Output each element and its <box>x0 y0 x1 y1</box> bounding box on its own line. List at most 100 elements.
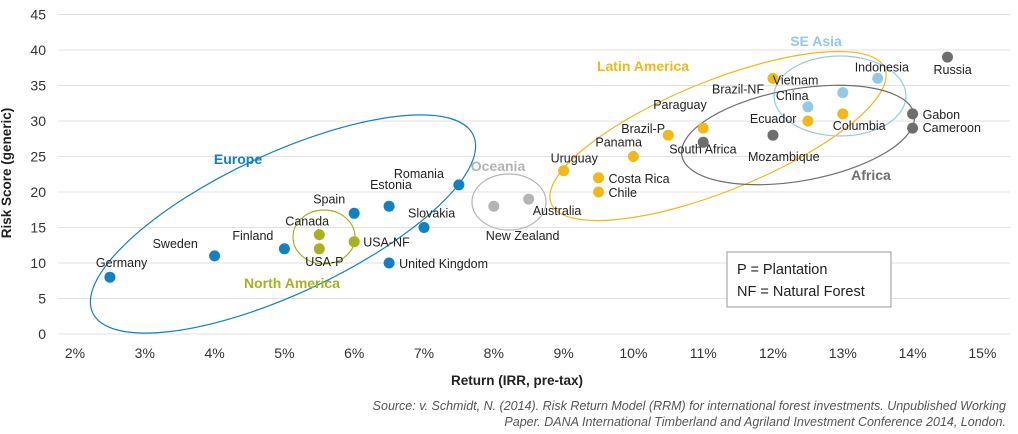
point-label: Spain <box>313 192 345 206</box>
point-australia <box>523 193 535 205</box>
x-tick-label: 9% <box>553 345 573 361</box>
point-label: USA-P <box>305 255 343 269</box>
y-tick-label: 15 <box>30 220 46 236</box>
axis-ticks: 0 5 10 15 20 25 30 35 40 45 2% 3% 4% 5% 6% 7% 8% 9% 10% 11%… <box>30 7 996 362</box>
point-chile <box>593 186 604 198</box>
y-tick-label: 0 <box>38 326 46 342</box>
gridlines <box>58 14 1010 335</box>
point-label: Russia <box>934 63 972 77</box>
point-usa-nf <box>348 236 360 248</box>
latin-america-ellipse <box>549 50 887 222</box>
x-tick-label: 8% <box>484 345 504 361</box>
group-label-se-asia: SE Asia <box>790 33 842 49</box>
group-label-north-america: North America <box>244 275 340 291</box>
point-uruguay <box>558 165 570 177</box>
legend-box: P = Plantation NF = Natural Forest <box>726 251 892 308</box>
point-label: Germany <box>96 256 148 270</box>
y-tick-label: 40 <box>30 42 46 58</box>
y-tick-label: 10 <box>30 255 46 271</box>
group-ellipses <box>89 50 916 334</box>
x-axis-title: Return (IRR, pre-tax) <box>451 373 583 388</box>
point-slovakia <box>418 222 430 233</box>
oceania-ellipse <box>471 173 547 231</box>
x-tick-label: 15% <box>968 345 996 361</box>
x-tick-label: 4% <box>204 345 224 361</box>
y-tick-label: 20 <box>30 184 46 200</box>
data-points <box>104 51 953 283</box>
se-asia-ellipse <box>773 55 907 137</box>
point-sweden <box>209 250 221 262</box>
legend-plantation: P = Plantation <box>737 262 827 278</box>
point-gabon <box>907 108 919 120</box>
point-vietnam <box>837 87 849 99</box>
point-label: Costa Rica <box>609 172 670 186</box>
point-label: Paraguay <box>653 98 707 112</box>
europe-ellipse <box>89 114 477 334</box>
y-axis-title: Risk Score (generic) <box>0 108 14 239</box>
point-label: Vietnam <box>773 74 819 88</box>
point-label: Ecuador <box>750 112 797 126</box>
x-tick-label: 2% <box>65 345 85 361</box>
group-label-europe: Europe <box>214 151 262 167</box>
point-label: Slovakia <box>408 207 455 221</box>
x-tick-label: 5% <box>274 345 294 361</box>
y-tick-label: 5 <box>38 291 46 307</box>
x-tick-label: 6% <box>344 345 364 361</box>
point-label: Uruguay <box>551 152 599 166</box>
point-label: Mozambique <box>748 150 820 164</box>
point-costa-rica <box>593 172 604 184</box>
point-new-zealand <box>488 200 500 212</box>
point-label: Sweden <box>153 237 198 251</box>
point-germany <box>104 271 116 283</box>
point-romania <box>453 179 465 191</box>
point-label: Chile <box>609 186 638 200</box>
point-labels: Germany Sweden Finland Spain Estonia United K… <box>96 60 981 271</box>
x-tick-label: 14% <box>899 345 927 361</box>
point-brazil-p <box>662 129 674 141</box>
point-russia <box>942 51 953 63</box>
point-usa-p <box>313 243 325 255</box>
x-tick-label: 12% <box>759 345 787 361</box>
point-brazil-nf <box>767 72 779 84</box>
point-label: Romania <box>394 167 444 181</box>
point-united-kingdom <box>383 257 395 269</box>
group-labels: Europe North America Oceania Latin America S… <box>214 33 891 291</box>
x-tick-label: 10% <box>619 345 647 361</box>
x-tick-label: 7% <box>414 345 434 361</box>
point-label: Australia <box>533 204 582 218</box>
point-cameroon <box>907 122 919 134</box>
x-tick-label: 3% <box>135 345 155 361</box>
point-south-africa <box>697 136 709 148</box>
point-canada <box>313 229 325 241</box>
point-label: United Kingdom <box>399 257 488 271</box>
point-columbia <box>837 108 849 120</box>
point-label: Canada <box>285 215 329 229</box>
point-label: New Zealand <box>486 229 560 243</box>
y-tick-label: 35 <box>30 78 46 94</box>
point-label: Gabon <box>923 108 961 122</box>
y-tick-label: 25 <box>30 149 46 165</box>
point-label: Brazil-NF <box>712 82 764 96</box>
point-finland <box>278 243 290 255</box>
group-label-oceania: Oceania <box>471 158 526 174</box>
point-indonesia <box>872 72 884 84</box>
legend-natural-forest: NF = Natural Forest <box>737 284 865 300</box>
point-label: Estonia <box>370 178 412 192</box>
point-label: South Africa <box>669 142 736 156</box>
point-china <box>802 101 814 113</box>
y-tick-label: 45 <box>30 7 46 23</box>
point-label: Columbia <box>833 119 886 133</box>
point-label: Cameroon <box>923 121 981 135</box>
point-mozambique <box>767 129 779 141</box>
point-label: Brazil-P <box>621 122 665 136</box>
point-ecuador <box>802 115 814 127</box>
point-paraguay <box>697 122 709 134</box>
source-citation: Source: v. Schmidt, N. (2014). Risk Retu… <box>372 399 1006 429</box>
x-tick-label: 13% <box>829 345 857 361</box>
point-label: Indonesia <box>855 60 909 74</box>
y-tick-label: 30 <box>30 113 46 129</box>
point-estonia <box>383 200 395 212</box>
x-tick-label: 11% <box>690 345 717 361</box>
point-label: Panama <box>595 136 642 150</box>
